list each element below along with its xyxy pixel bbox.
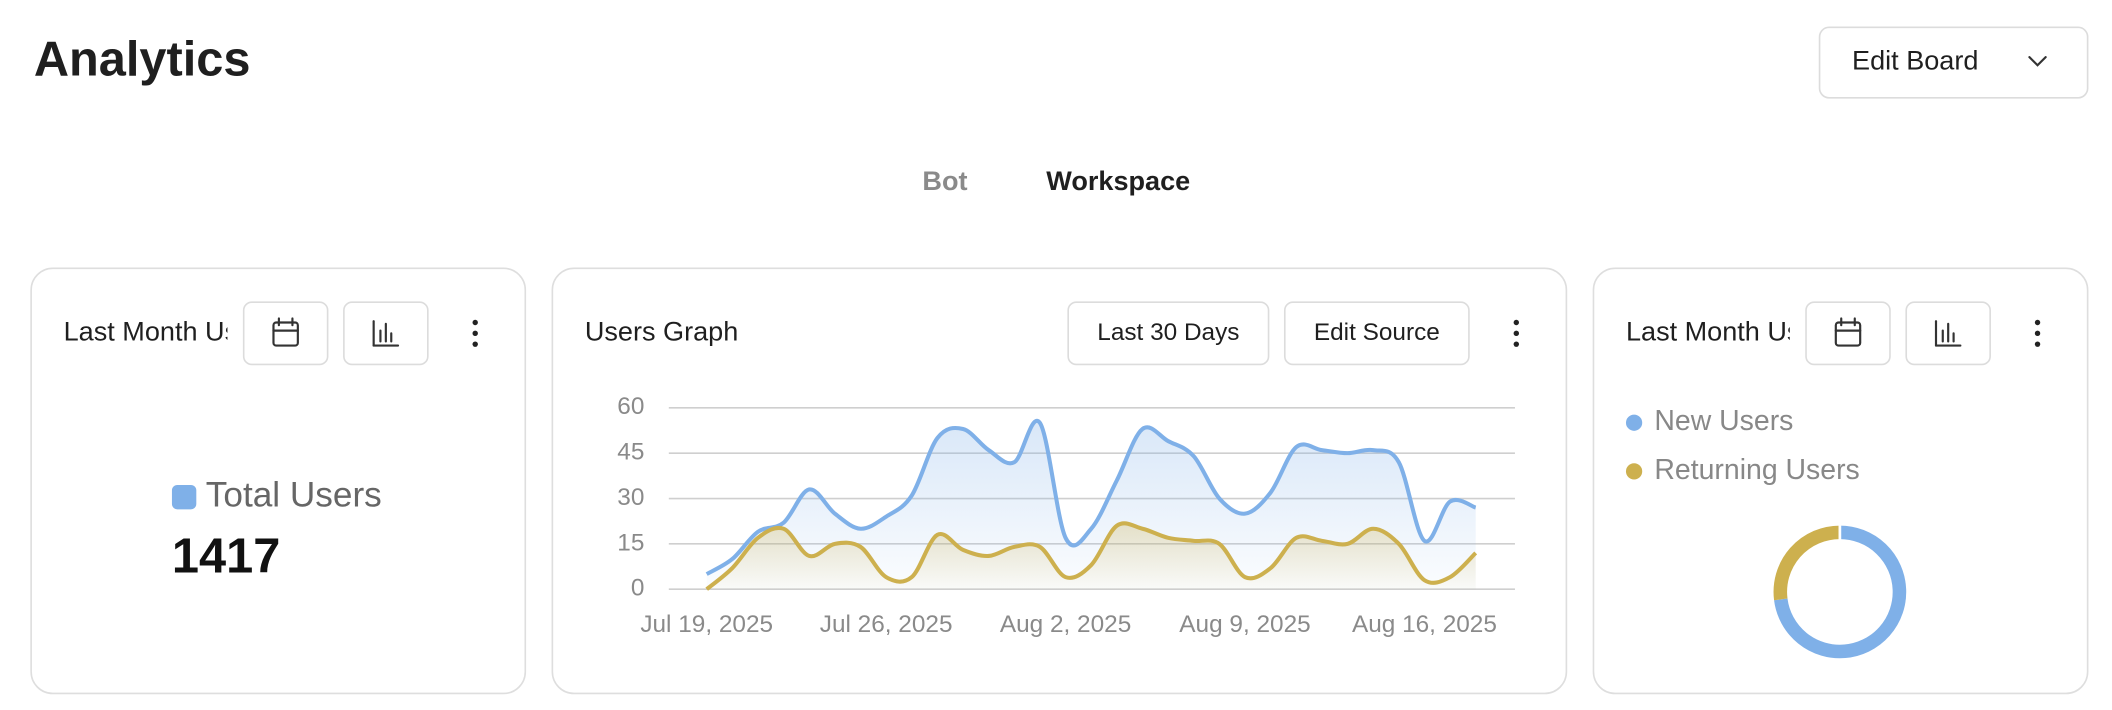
date-button[interactable]	[1805, 301, 1891, 366]
area	[706, 420, 1476, 590]
y-tick-label: 45	[617, 439, 644, 466]
y-tick-label: 30	[617, 484, 644, 511]
y-tick-label: 60	[617, 393, 644, 420]
button-label: Last 30 Days	[1097, 319, 1239, 346]
x-tick-label: Aug 2, 2025	[1000, 611, 1131, 638]
kebab-menu[interactable]	[472, 319, 478, 347]
kebab-menu[interactable]	[2034, 319, 2041, 347]
bar-chart-icon	[372, 320, 400, 347]
x-tick-label: Jul 26, 2025	[820, 611, 953, 638]
donut-card	[1592, 267, 2089, 695]
x-tick-label: Aug 16, 2025	[1352, 611, 1497, 638]
x-tick-label: Jul 19, 2025	[640, 611, 773, 638]
card-title: Users Graph	[585, 315, 738, 346]
stat-value: 1417	[172, 529, 280, 583]
calendar-icon	[1834, 317, 1862, 347]
tab-active[interactable]: Workspace	[1046, 165, 1190, 196]
stat-label: Total Users	[206, 475, 382, 514]
legend-dot	[1625, 414, 1643, 431]
source-button[interactable]	[1283, 301, 1470, 366]
card-title: Last Month Users	[1626, 315, 1838, 346]
line	[705, 521, 1478, 591]
legend-swatch	[171, 484, 197, 510]
legend-dot	[1625, 463, 1643, 480]
bar-chart-icon	[1934, 320, 1962, 347]
calendar-icon	[272, 317, 299, 347]
y-tick-label: 0	[631, 575, 645, 602]
edit-board-label: Edit Board	[1852, 45, 1978, 76]
kebab-menu[interactable]	[1513, 319, 1520, 347]
stat-card	[30, 267, 527, 695]
page-title: Analytics	[34, 32, 251, 86]
x-tick-label: Aug 9, 2025	[1179, 611, 1310, 638]
edit-board-button[interactable]	[1818, 26, 2089, 99]
y-tick-label: 15	[617, 529, 644, 556]
chevron-icon	[2028, 56, 2047, 67]
tab[interactable]: Bot	[922, 165, 967, 196]
button-label: Edit Source	[1314, 319, 1440, 346]
legend-label: Returning Users	[1654, 454, 1859, 486]
date-button[interactable]	[242, 301, 329, 366]
donut-slice	[1774, 525, 1907, 659]
card-title: Last Month Users	[64, 315, 276, 346]
line	[705, 418, 1477, 576]
range-button[interactable]	[1067, 301, 1270, 366]
area	[706, 523, 1476, 590]
donut-slice	[1773, 525, 1841, 601]
legend-label: New Users	[1654, 405, 1793, 437]
